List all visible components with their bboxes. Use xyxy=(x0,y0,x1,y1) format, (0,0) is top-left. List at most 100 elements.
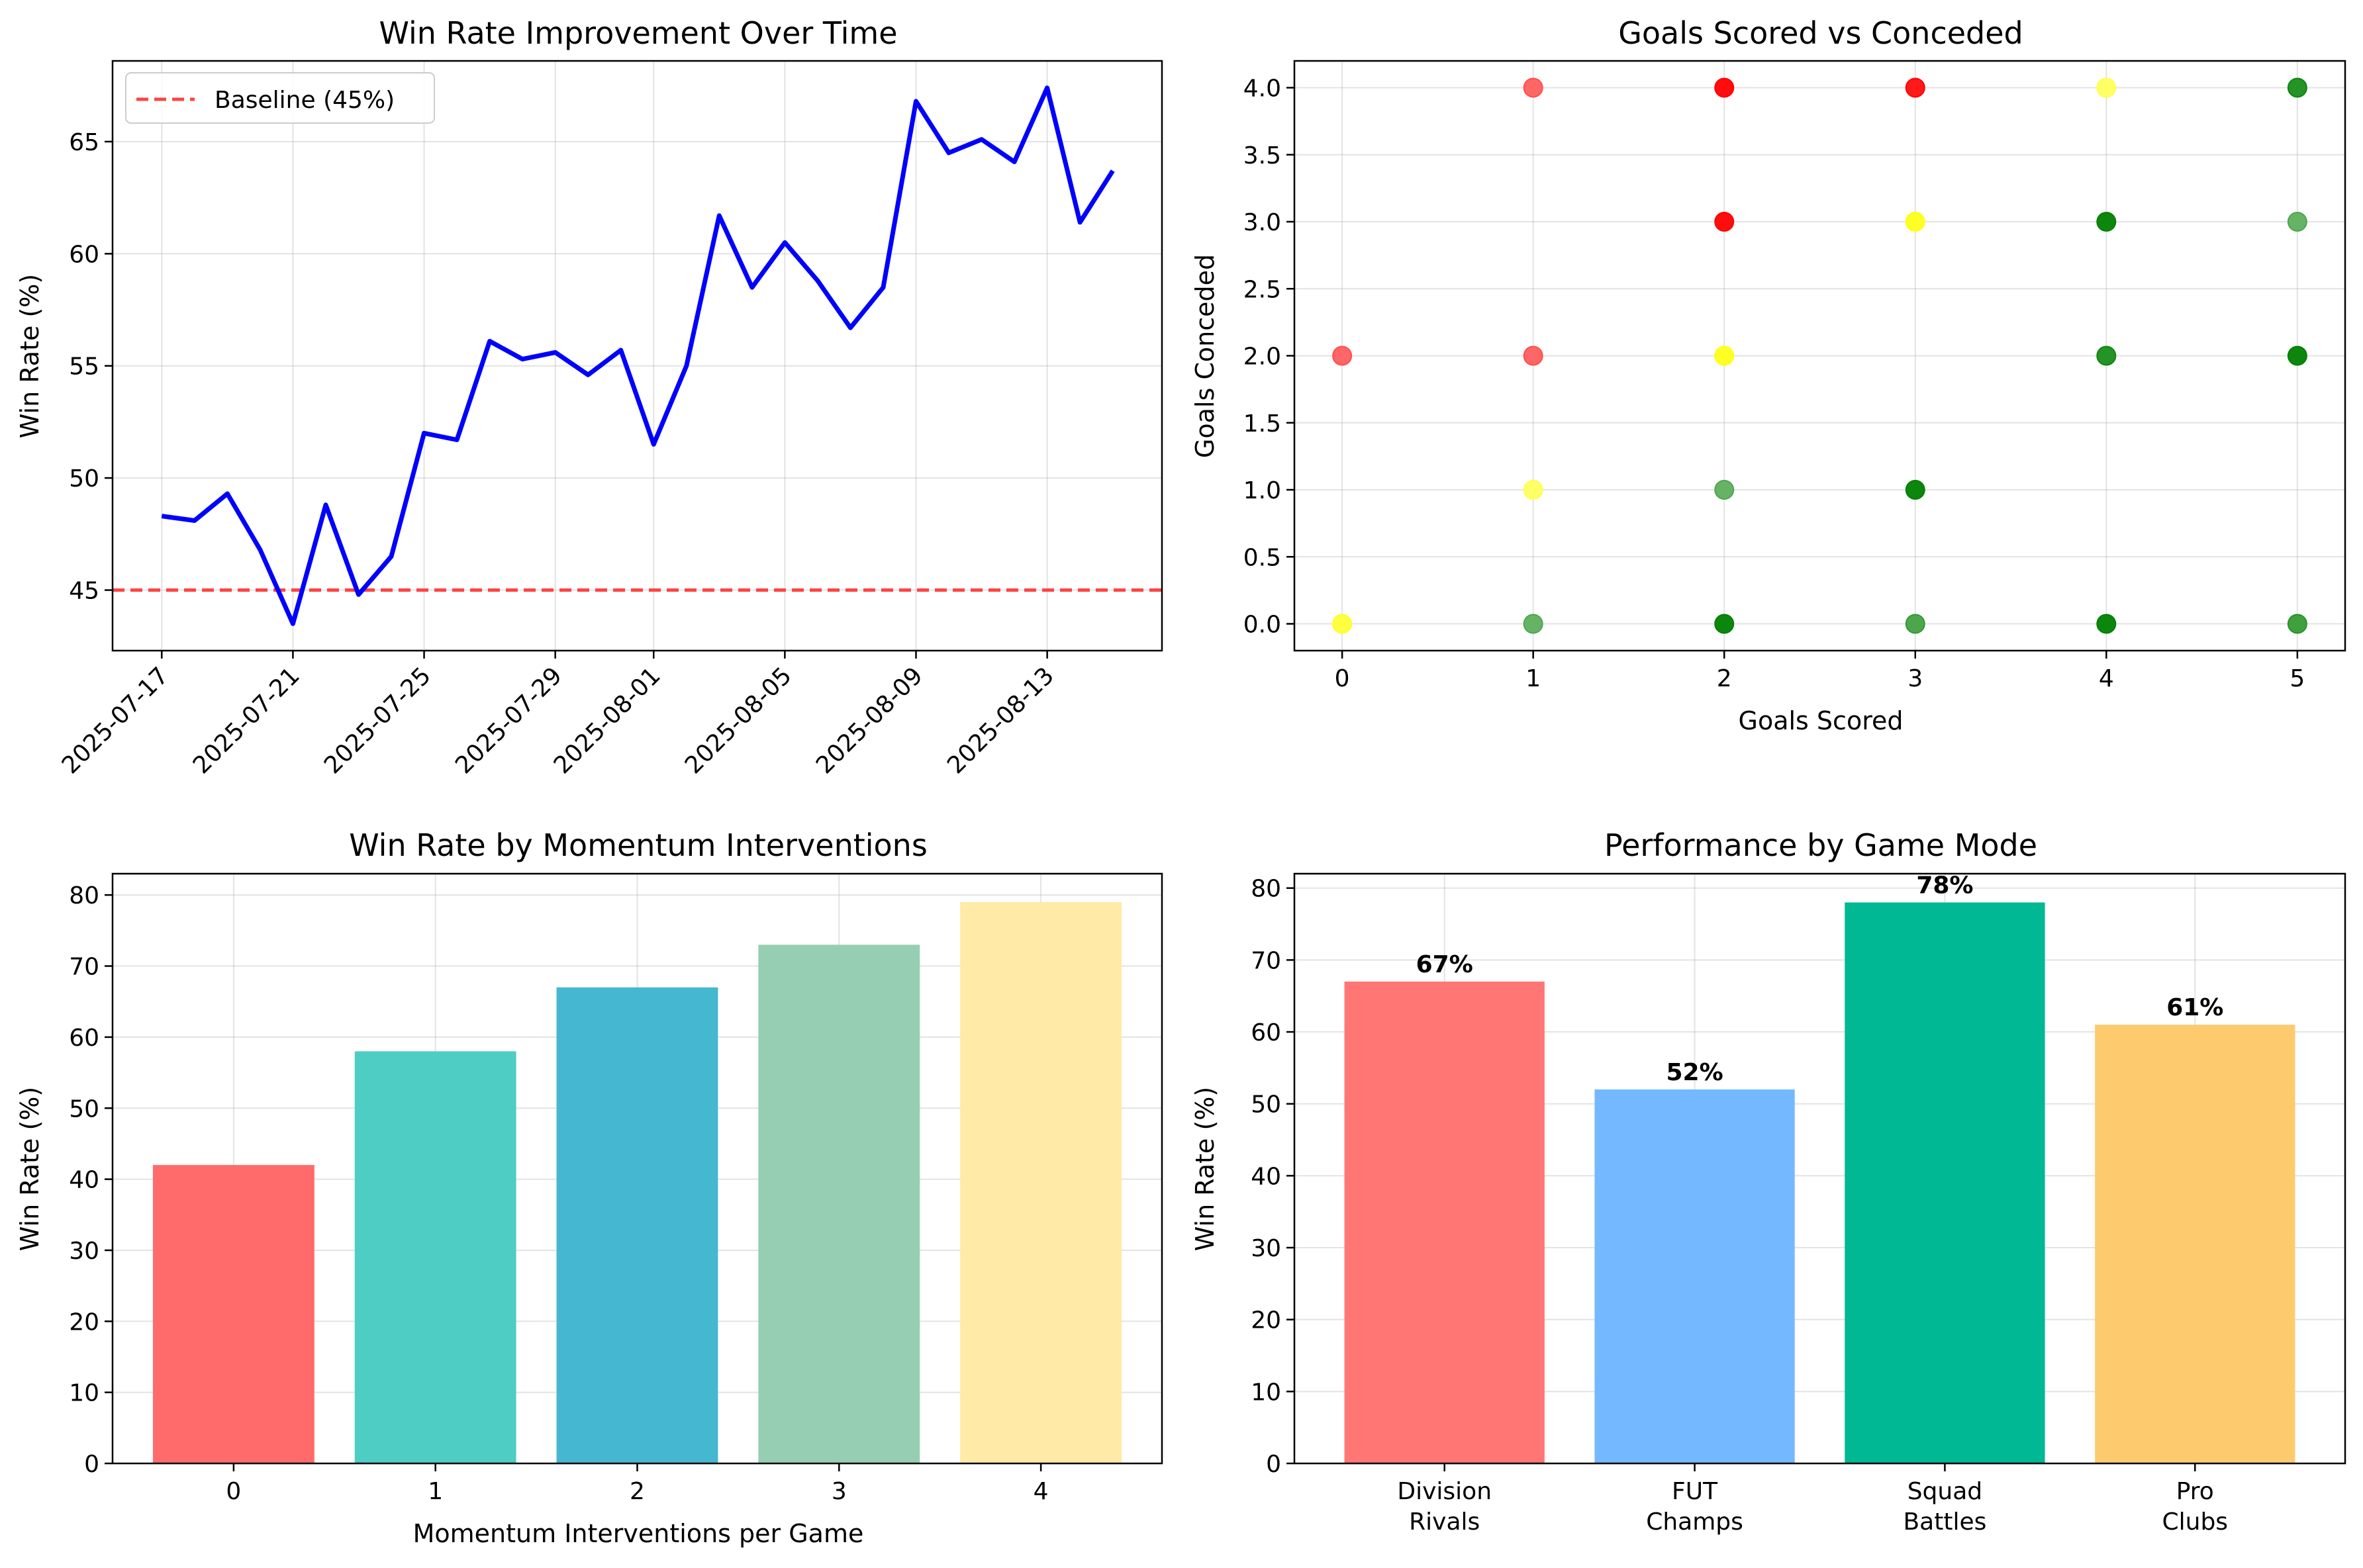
legend-box xyxy=(125,72,435,124)
scatter-point-loss xyxy=(1523,346,1543,366)
bar xyxy=(960,901,1122,1463)
scatter-point-win xyxy=(2096,346,2117,366)
x-tick-label: 5 xyxy=(2290,665,2305,692)
y-tick-label: 2.0 xyxy=(1243,344,1281,371)
grid xyxy=(1294,61,2345,651)
x-tick-label: Rivals xyxy=(1409,1508,1480,1536)
bar xyxy=(556,987,718,1463)
bar xyxy=(152,1165,314,1463)
plot-area: 67% 52% 78% 61% xyxy=(1344,872,2295,1463)
scatter-point-win xyxy=(2287,212,2307,232)
y-tick-label: 60 xyxy=(1251,1019,1281,1046)
x-axis-ticks: Division Rivals FUT Champs Squad Battles Pro Cl… xyxy=(1397,1463,2228,1536)
bar-value-label: 78% xyxy=(1916,872,1973,899)
y-tick-label: 30 xyxy=(1251,1235,1281,1262)
chart-title: Performance by Game Mode xyxy=(1604,827,2037,863)
x-tick-label: Squad xyxy=(1907,1478,1982,1505)
axes-frame xyxy=(111,872,1163,1465)
x-tick-label: Champs xyxy=(1646,1508,1743,1536)
x-tick-label: 2025-08-13 xyxy=(942,662,1059,779)
axes-frame xyxy=(111,60,1163,652)
y-axis-ticks: 0.0 0.5 1.0 1.5 2.0 2.5 3.0 3.5 4.0 xyxy=(1243,75,1294,639)
scatter-point-draw xyxy=(1332,614,1353,634)
y-tick-label: 40 xyxy=(1251,1163,1281,1190)
y-tick-label: 50 xyxy=(1251,1091,1281,1119)
x-tick-label: Division xyxy=(1397,1478,1492,1505)
x-tick-label: 2 xyxy=(1717,665,1732,692)
scatter-point-loss xyxy=(1523,77,1543,98)
chart-title: Goals Scored vs Conceded xyxy=(1618,15,2023,51)
scatter-point-draw xyxy=(1714,346,1735,366)
y-tick-label: 10 xyxy=(1251,1379,1281,1406)
panel-goals-scatter: Goals Scored vs Conceded 0 1 2 3 4 5 0.0 0.5 1.… xyxy=(1190,15,2346,735)
x-tick-label: 0 xyxy=(226,1478,241,1505)
y-tick-label: 45 xyxy=(69,578,99,605)
y-axis-label: Win Rate (%) xyxy=(1190,1087,1220,1251)
x-axis-label: Momentum Interventions per Game xyxy=(413,1519,864,1548)
y-axis-ticks: 0 10 20 30 40 50 60 70 80 xyxy=(69,882,113,1478)
x-tick-label: 0 xyxy=(1335,665,1350,692)
scatter-point-win xyxy=(1714,480,1735,500)
bar xyxy=(2095,1025,2295,1463)
y-axis-label: Goals Conceded xyxy=(1190,254,1220,458)
x-axis-ticks: 2025-07-17 2025-07-21 2025-07-25 2025-07-29… xyxy=(57,651,1059,779)
bar-value-label: 52% xyxy=(1666,1059,1723,1086)
panel-game-mode-bars: Performance by Game Mode 67% 52% 78% 61% Di… xyxy=(1190,827,2346,1536)
y-tick-label: 20 xyxy=(69,1309,99,1336)
scatter-point-loss xyxy=(1905,77,1925,98)
y-axis-label: Win Rate (%) xyxy=(15,274,44,438)
y-tick-label: 70 xyxy=(69,954,99,981)
y-axis-label: Win Rate (%) xyxy=(15,1087,44,1251)
bar-value-label: 67% xyxy=(1416,951,1473,978)
x-tick-label: Clubs xyxy=(2162,1508,2229,1536)
scatter-point-draw xyxy=(1905,212,1925,232)
y-tick-label: 0.0 xyxy=(1243,612,1281,639)
y-tick-label: 0 xyxy=(84,1451,99,1478)
x-tick-label: 4 xyxy=(2099,665,2114,692)
y-tick-label: 4.0 xyxy=(1243,75,1281,103)
x-tick-label: 2025-07-25 xyxy=(319,662,436,779)
bar xyxy=(758,945,920,1463)
y-tick-label: 50 xyxy=(69,465,99,492)
bar xyxy=(1845,902,2045,1463)
y-tick-label: 20 xyxy=(1251,1307,1281,1334)
x-tick-label: 4 xyxy=(1034,1478,1049,1505)
x-axis-label: Goals Scored xyxy=(1739,706,1904,735)
scatter-point-win xyxy=(1905,614,1925,634)
axes-frame xyxy=(1293,60,2346,652)
scatter-point-win xyxy=(2287,77,2307,98)
bar xyxy=(1594,1089,1795,1463)
grid xyxy=(113,61,1162,651)
chart-title: Win Rate by Momentum Interventions xyxy=(349,827,928,863)
x-tick-label: 2025-08-05 xyxy=(680,662,797,779)
x-tick-label: 2025-08-09 xyxy=(811,662,928,779)
x-tick-label: 2 xyxy=(630,1478,645,1505)
y-axis-ticks: 45 50 55 60 65 xyxy=(69,129,113,605)
x-axis-ticks: 0 1 2 3 4 5 xyxy=(1335,651,2305,692)
panel-momentum-bars: Win Rate by Momentum Interventions 0 1 2 3 4… xyxy=(15,827,1163,1548)
x-axis-ticks: 0 1 2 3 4 xyxy=(226,1463,1049,1505)
y-tick-label: 60 xyxy=(69,241,99,268)
y-tick-label: 3.0 xyxy=(1243,209,1281,236)
y-tick-label: 60 xyxy=(69,1025,99,1052)
scatter-point-win xyxy=(2096,212,2117,232)
y-tick-label: 1.0 xyxy=(1243,477,1281,504)
y-tick-label: 0.5 xyxy=(1243,544,1281,571)
x-tick-label: Battles xyxy=(1903,1508,1986,1536)
x-tick-label: 2025-07-17 xyxy=(57,662,174,779)
y-tick-label: 70 xyxy=(1251,947,1281,974)
y-tick-label: 1.5 xyxy=(1243,410,1281,438)
y-tick-label: 55 xyxy=(69,353,99,381)
y-tick-label: 80 xyxy=(69,882,99,909)
y-tick-label: 0 xyxy=(1266,1451,1281,1478)
x-tick-label: 2025-08-01 xyxy=(549,662,666,779)
legend-label-baseline: Baseline (45%) xyxy=(215,87,395,114)
win-rate-line xyxy=(161,85,1115,626)
x-tick-label: Pro xyxy=(2176,1478,2214,1505)
scatter-point-loss xyxy=(1714,212,1735,232)
y-tick-label: 50 xyxy=(69,1095,99,1123)
scatter-point-win xyxy=(2096,614,2117,634)
x-tick-label: FUT xyxy=(1672,1478,1718,1505)
scatter-point-draw xyxy=(1523,480,1543,500)
